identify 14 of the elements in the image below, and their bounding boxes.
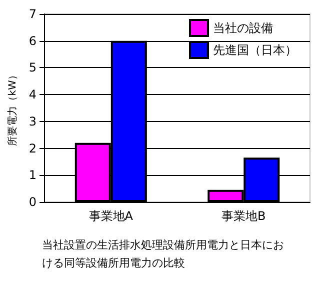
legend-label: 先進国（日本）	[213, 43, 297, 57]
y-tick-label: 4	[28, 88, 37, 102]
text: 当社設置の生活排水処理設備所用電力と日本における同等設備所用電力の比較	[42, 238, 284, 270]
y-tick-label: 6	[28, 34, 37, 48]
legend-label: 当社の設備	[213, 21, 273, 35]
y-tick-label: 7	[28, 7, 37, 21]
y-tick-label: 5	[28, 60, 37, 75]
x-tick-label: 事業地A	[88, 209, 134, 223]
y-tick-label: 2	[28, 141, 37, 156]
x-tick-label: 事業地B	[222, 209, 266, 223]
y-axis-title: 所要電力（kW）	[6, 70, 18, 146]
y-tick-label: 3	[28, 114, 37, 128]
y-tick-label: 1	[28, 168, 37, 182]
y-tick-label: 0	[28, 195, 37, 209]
